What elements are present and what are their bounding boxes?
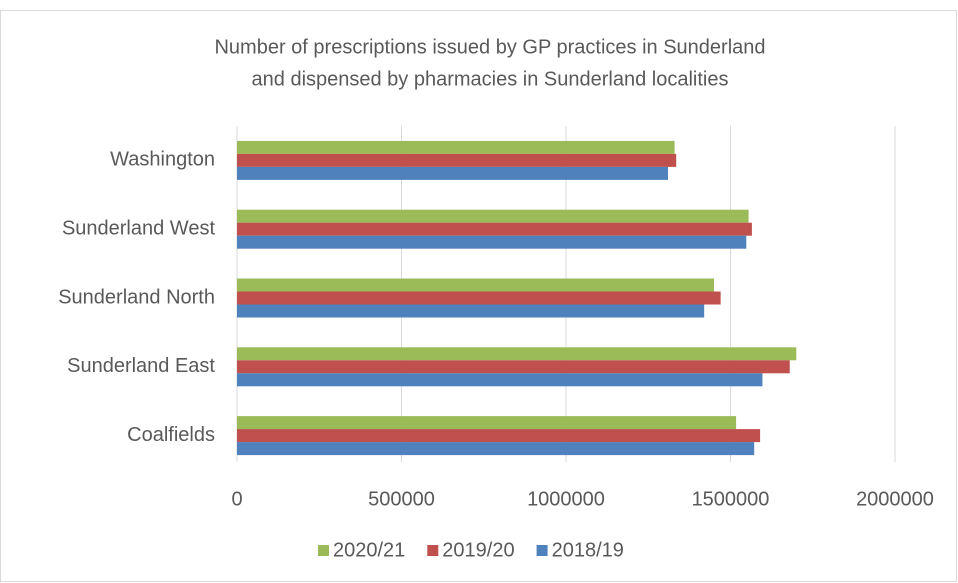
bar: [237, 416, 737, 430]
legend-swatch: [427, 545, 439, 556]
bar: [237, 347, 797, 361]
x-tick-label: 500000: [368, 488, 435, 510]
legend-swatch: [318, 545, 329, 556]
bar: [237, 166, 668, 180]
bar: [237, 235, 747, 249]
chart-title: and dispensed by pharmacies in Sunderlan…: [252, 68, 729, 90]
y-tick-label: Sunderland North: [58, 286, 215, 308]
x-tick-label: 0: [231, 488, 242, 510]
legend-swatch: [536, 545, 548, 556]
bar: [237, 209, 749, 223]
bar: [237, 278, 715, 292]
x-tick-label: 1500000: [692, 488, 770, 510]
legend-label: 2018/19: [552, 539, 624, 561]
bar: [237, 153, 677, 167]
bar: [237, 291, 721, 305]
bar: [237, 442, 755, 456]
legend-label: 2019/20: [442, 539, 514, 561]
legend-label: 2020/21: [333, 539, 405, 561]
bar: [237, 373, 763, 387]
bar: [237, 140, 675, 154]
bar: [237, 429, 761, 443]
bar: [237, 360, 790, 374]
bar: [237, 304, 705, 318]
x-tick-label: 1000000: [527, 488, 605, 510]
y-tick-label: Coalfields: [127, 424, 215, 446]
bar: [237, 222, 752, 236]
y-tick-label: Washington: [110, 149, 215, 171]
y-tick-label: Sunderland East: [67, 355, 215, 377]
y-tick-label: Sunderland West: [62, 217, 216, 239]
chart-title: Number of prescriptions issued by GP pra…: [214, 36, 765, 58]
x-tick-label: 2000000: [856, 488, 934, 510]
